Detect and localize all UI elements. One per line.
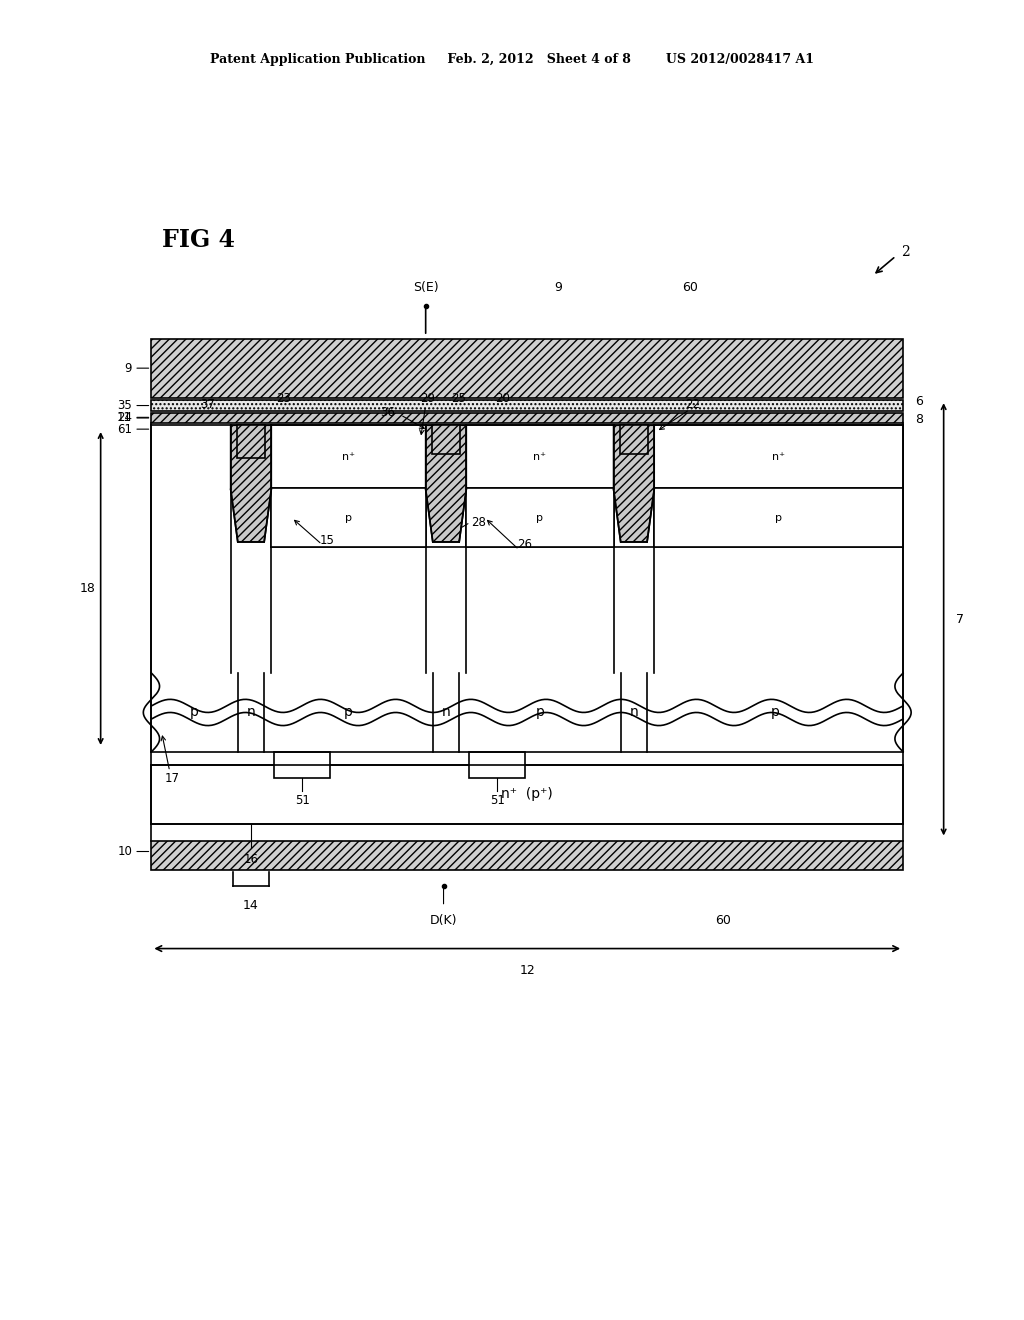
Bar bbox=[152, 425, 903, 673]
Text: 61: 61 bbox=[117, 422, 132, 436]
Text: p: p bbox=[536, 705, 545, 719]
Bar bbox=[152, 673, 903, 752]
Bar bbox=[152, 413, 903, 422]
Text: n: n bbox=[441, 705, 451, 719]
Text: 12: 12 bbox=[519, 965, 536, 977]
Text: D(K): D(K) bbox=[430, 915, 458, 928]
Text: n⁺  (p⁺): n⁺ (p⁺) bbox=[502, 788, 553, 801]
Polygon shape bbox=[230, 425, 271, 543]
Text: 60: 60 bbox=[715, 915, 731, 928]
Text: 9: 9 bbox=[554, 281, 561, 294]
Text: 25: 25 bbox=[451, 392, 466, 405]
Text: 20: 20 bbox=[495, 392, 510, 405]
Bar bbox=[152, 339, 903, 397]
Bar bbox=[432, 425, 460, 454]
Text: 23: 23 bbox=[276, 392, 291, 405]
Text: 2: 2 bbox=[901, 246, 909, 259]
Text: 35: 35 bbox=[118, 399, 132, 412]
Text: 36: 36 bbox=[380, 405, 395, 418]
Bar bbox=[271, 488, 426, 548]
Bar bbox=[237, 425, 265, 458]
Text: 7: 7 bbox=[955, 612, 964, 626]
Bar bbox=[466, 488, 613, 548]
Text: 9: 9 bbox=[125, 362, 132, 375]
Bar bbox=[469, 752, 525, 777]
Text: 26: 26 bbox=[517, 539, 532, 550]
Bar bbox=[274, 752, 330, 777]
Text: 28: 28 bbox=[471, 516, 486, 529]
Bar bbox=[152, 841, 903, 870]
Text: p: p bbox=[345, 512, 352, 523]
Text: 37: 37 bbox=[201, 397, 215, 411]
Polygon shape bbox=[426, 425, 466, 543]
Bar bbox=[620, 425, 648, 454]
Text: 14: 14 bbox=[243, 899, 259, 912]
Text: 16: 16 bbox=[244, 853, 258, 866]
Text: n⁺: n⁺ bbox=[772, 451, 785, 462]
Bar bbox=[466, 425, 613, 488]
Text: p: p bbox=[775, 512, 782, 523]
Bar bbox=[152, 400, 903, 411]
Text: S(E): S(E) bbox=[413, 281, 438, 294]
Text: p: p bbox=[190, 705, 199, 719]
Text: 8: 8 bbox=[915, 413, 924, 426]
Text: 51: 51 bbox=[489, 793, 505, 807]
Bar bbox=[271, 425, 426, 488]
Text: n: n bbox=[630, 705, 638, 719]
Text: 15: 15 bbox=[321, 535, 335, 546]
Text: n⁺: n⁺ bbox=[534, 451, 547, 462]
Bar bbox=[654, 488, 903, 548]
Text: p: p bbox=[344, 705, 353, 719]
Text: p: p bbox=[771, 705, 779, 719]
Text: Patent Application Publication     Feb. 2, 2012   Sheet 4 of 8        US 2012/00: Patent Application Publication Feb. 2, 2… bbox=[210, 53, 814, 66]
Bar bbox=[654, 425, 903, 488]
Polygon shape bbox=[613, 425, 654, 543]
Text: FIG 4: FIG 4 bbox=[162, 228, 234, 252]
Text: p: p bbox=[537, 512, 544, 523]
Text: 18: 18 bbox=[80, 582, 95, 595]
Text: 10: 10 bbox=[118, 845, 132, 858]
Text: 24: 24 bbox=[117, 411, 132, 424]
Text: 6: 6 bbox=[915, 395, 923, 408]
Text: 60: 60 bbox=[682, 281, 697, 294]
Bar bbox=[152, 764, 903, 824]
Text: n: n bbox=[247, 705, 255, 719]
Text: 51: 51 bbox=[295, 793, 309, 807]
Text: 22: 22 bbox=[685, 397, 699, 411]
Text: 11: 11 bbox=[117, 412, 132, 425]
Text: n⁺: n⁺ bbox=[342, 451, 355, 462]
Text: 17: 17 bbox=[165, 772, 179, 784]
Text: 29: 29 bbox=[421, 392, 435, 405]
